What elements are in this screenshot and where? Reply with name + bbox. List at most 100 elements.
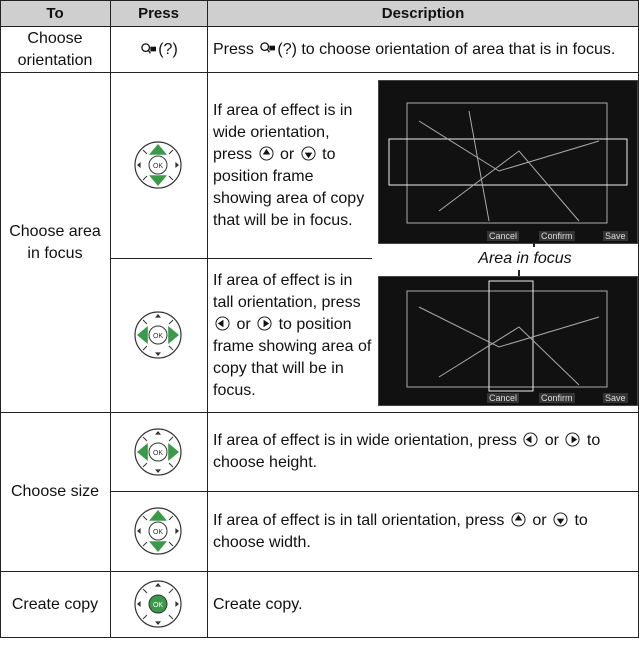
desc-text: or: [544, 432, 560, 449]
icon-part: [262, 148, 270, 154]
icon-part: [168, 319, 174, 325]
layout: [388, 102, 628, 224]
row-to: Create copy: [11, 595, 99, 613]
layout: OK: [134, 141, 182, 189]
icon-part: [142, 515, 148, 521]
layout: Press (?) to choose orientation of area …: [213, 39, 615, 61]
icon-part: [267, 48, 271, 53]
layout: [301, 145, 316, 161]
icon: [523, 432, 538, 447]
row-to: Choose size: [10, 483, 100, 500]
icon-part: [137, 528, 141, 534]
icon-part: [175, 162, 179, 168]
caption: Area in focus: [478, 250, 572, 267]
screen-button: Save: [603, 393, 628, 403]
layout: OK: [134, 311, 182, 359]
desc-text: to position frame showing area of copy t…: [213, 145, 365, 229]
description: Press (?) to choose orientation of area …: [213, 27, 635, 72]
icon-part: [168, 443, 179, 461]
desc-text: to position frame showing area of copy t…: [213, 315, 372, 399]
desc-text: If area of effect is in tall orientation…: [213, 271, 361, 311]
icon-part: OK: [153, 602, 163, 609]
press-cell: (?): [110, 27, 207, 72]
desc-text: or: [532, 511, 547, 529]
icon-part: [175, 528, 179, 534]
layout: [523, 432, 538, 447]
layout: [260, 41, 276, 56]
icon-part: [148, 594, 168, 614]
icon-part: [142, 541, 148, 547]
icon-part: [168, 541, 174, 547]
icon-part: [168, 345, 174, 351]
layout: [215, 315, 230, 331]
icon-part: [137, 601, 141, 607]
layout: [110, 258, 372, 259]
icon-part: [269, 45, 276, 50]
icon-part: [149, 144, 167, 155]
icon: [260, 41, 276, 53]
icon-part: [148, 325, 168, 345]
icon-part: [142, 175, 148, 181]
icon-part: [148, 442, 168, 462]
icon-part: [155, 621, 161, 625]
layout: [0, 571, 639, 572]
layout: [0, 0, 1, 638]
desc-text: If area of effect is in wide orientation…: [213, 101, 353, 163]
icon-part: [155, 314, 161, 318]
layout: OK: [134, 428, 182, 476]
layout: If area of effect is in tall orientation…: [213, 270, 373, 402]
icon-part: [148, 155, 168, 175]
header-description: Description: [381, 4, 465, 22]
icon-part: [142, 436, 148, 442]
layout: [0, 26, 639, 27]
icon-part: [175, 601, 179, 607]
icon-part: [168, 149, 174, 155]
icon-part: [168, 436, 174, 442]
screen-wide: Cancel Confirm Save: [378, 80, 638, 244]
icon-part: [514, 514, 523, 520]
layout: [511, 511, 526, 527]
icon-part: [260, 41, 270, 51]
icon-part: OK: [153, 333, 163, 340]
icon-part: [572, 435, 578, 444]
layout: [0, 412, 639, 413]
icon-part: [556, 518, 565, 524]
icon-part: OK: [153, 529, 163, 536]
icon-part: [149, 541, 167, 552]
desc-text: Press: [213, 40, 254, 58]
icon-part: [148, 50, 152, 54]
icon-part: [142, 319, 148, 325]
icon-part: [155, 469, 161, 473]
icon-part: [217, 319, 224, 327]
layout: [0, 72, 639, 73]
icon: [259, 145, 274, 161]
icon-part: [168, 462, 174, 468]
layout: If area of effect is in wide orientation…: [213, 430, 635, 474]
desc-text: to choose width.: [213, 511, 588, 551]
icon-part: [304, 152, 312, 158]
icon: [215, 315, 230, 331]
screen-button: Save: [603, 231, 628, 241]
screen-button: Cancel: [487, 393, 520, 403]
screen-button: Confirm: [539, 231, 575, 241]
description: If area of effect is in wide orientation…: [213, 73, 373, 258]
layout: [0, 637, 639, 638]
icon-part: [155, 583, 161, 587]
desc-text: If area of effect is in wide orientation…: [213, 432, 517, 449]
icon-part: [142, 149, 148, 155]
icon: [511, 511, 526, 527]
header-press: Press: [138, 4, 179, 22]
layout: OK: [134, 580, 182, 628]
icon-part: [142, 614, 148, 620]
layout: [110, 491, 639, 492]
icon-part: [168, 588, 174, 594]
desc-text: or: [280, 145, 295, 163]
row-to: Choose area in focus: [9, 222, 101, 262]
description: If area of effect is in tall orientation…: [213, 259, 373, 412]
icon-part: OK: [153, 450, 163, 457]
desc-text: If area of effect is in tall orientation…: [213, 511, 505, 529]
icon-part: OK: [153, 163, 163, 170]
desc-text: to choose height.: [213, 432, 601, 471]
layout: If area of effect is in tall orientation…: [213, 510, 635, 554]
